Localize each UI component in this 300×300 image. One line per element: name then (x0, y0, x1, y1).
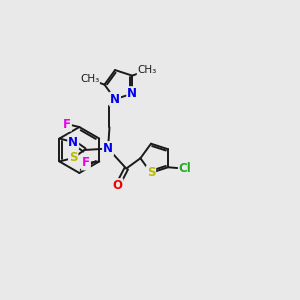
Text: S: S (147, 166, 155, 179)
Text: N: N (68, 136, 78, 148)
Text: S: S (69, 152, 77, 164)
Text: CH₃: CH₃ (80, 74, 99, 84)
Text: N: N (103, 142, 113, 155)
Text: N: N (110, 93, 120, 106)
Text: F: F (82, 157, 90, 169)
Text: N: N (127, 87, 137, 100)
Text: CH₃: CH₃ (137, 65, 157, 75)
Text: O: O (112, 179, 122, 192)
Text: F: F (63, 118, 71, 130)
Text: Cl: Cl (179, 162, 192, 175)
